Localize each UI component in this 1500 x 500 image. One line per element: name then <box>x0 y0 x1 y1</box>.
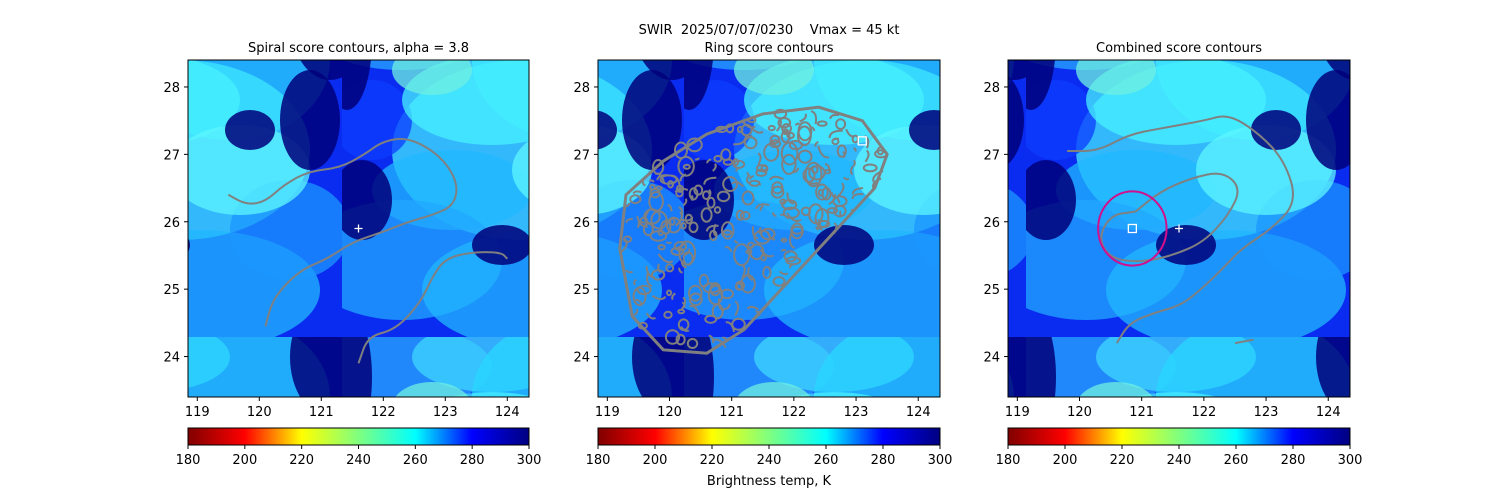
y-tick-label: 25 <box>573 283 590 298</box>
colorbar-tick-label: 260 <box>814 453 839 468</box>
colorbar-tick-label: 280 <box>871 453 896 468</box>
x-tick-label: 124 <box>906 405 931 420</box>
axes-frame <box>187 59 530 398</box>
contour-line-2 <box>357 251 509 364</box>
colorbar <box>1007 427 1351 446</box>
colorbar-tick-label: 240 <box>1167 453 1192 468</box>
y-tick-label: 25 <box>163 283 180 298</box>
x-tick-label: 122 <box>1191 405 1216 420</box>
figure-suptitle: SWIR 2025/07/07/0230 Vmax = 45 kt <box>638 23 900 38</box>
y-tick-label: 26 <box>163 216 180 231</box>
x-tick-label: 124 <box>1316 405 1341 420</box>
x-tick-label: 123 <box>433 405 458 420</box>
panel-1: Spiral score contours, alpha = 3.8 119 120… <box>163 41 541 468</box>
y-tick-label: 28 <box>983 81 1000 96</box>
eye-circle <box>1097 190 1168 267</box>
colorbar-label: Brightness temp, K <box>707 474 832 489</box>
colorbar-tick-label: 240 <box>757 453 782 468</box>
y-tick-label: 24 <box>573 351 590 366</box>
center-plus-marker <box>354 224 363 233</box>
colorbar-tick-label: 280 <box>460 453 485 468</box>
y-tick-label: 27 <box>983 148 1000 163</box>
panel-title: Spiral score contours, alpha = 3.8 <box>248 41 469 56</box>
colorbar-tick-label: 260 <box>1224 453 1249 468</box>
colorbar-tick-label: 300 <box>1338 453 1363 468</box>
center-plus-marker <box>1175 224 1183 233</box>
x-tick-label: 119 <box>1005 405 1030 420</box>
colorbar-tick-label: 220 <box>1110 453 1135 468</box>
colorbar-tick-label: 280 <box>1281 453 1306 468</box>
ring-contour-lines <box>620 108 888 349</box>
colorbar-tick-label: 180 <box>586 453 611 468</box>
colorbar <box>187 427 530 446</box>
x-tick-label: 120 <box>1067 405 1092 420</box>
x-tick-label: 121 <box>1129 405 1154 420</box>
axes-frame <box>1007 59 1351 398</box>
colorbar-tick-label: 240 <box>346 453 371 468</box>
x-tick-label: 120 <box>247 405 272 420</box>
y-tick-label: 28 <box>163 81 180 96</box>
x-tick-label: 119 <box>185 405 210 420</box>
center-square-marker <box>1127 223 1138 234</box>
panel-title: Ring score contours <box>704 41 833 56</box>
colorbar-tick-label: 200 <box>232 453 257 468</box>
y-tick-label: 27 <box>163 148 180 163</box>
x-tick-label: 123 <box>844 405 869 420</box>
x-tick-label: 123 <box>1254 405 1279 420</box>
y-tick-label: 26 <box>983 216 1000 231</box>
y-tick-label: 27 <box>573 148 590 163</box>
panel-title: Combined score contours <box>1096 41 1262 56</box>
panel-3: Combined score contours 119 120 121 122 123 12… <box>983 41 1362 468</box>
colorbar-tick-label: 300 <box>928 453 953 468</box>
y-tick-label: 25 <box>983 283 1000 298</box>
y-tick-label: 26 <box>573 216 590 231</box>
y-tick-label: 24 <box>163 351 180 366</box>
y-tick-label: 24 <box>983 351 1000 366</box>
colorbar-tick-label: 180 <box>176 453 201 468</box>
colorbar-tick-label: 220 <box>700 453 725 468</box>
x-tick-label: 121 <box>309 405 334 420</box>
colorbar-tick-label: 220 <box>289 453 314 468</box>
colorbar-tick-label: 200 <box>643 453 668 468</box>
colorbar-tick-label: 200 <box>1053 453 1078 468</box>
x-tick-label: 121 <box>719 405 744 420</box>
y-tick-label: 28 <box>573 81 590 96</box>
ring-contour-outline <box>618 105 889 355</box>
colorbar <box>597 427 941 446</box>
contour-line-1 <box>227 137 458 327</box>
x-tick-label: 120 <box>657 405 682 420</box>
panel-2: Ring score contours 119 120 121 122 123 124 24 2… <box>573 41 952 468</box>
center-square-marker <box>857 136 867 146</box>
contour-line-1 <box>1067 115 1294 344</box>
x-tick-label: 122 <box>371 405 396 420</box>
contour-line-2 <box>1234 338 1254 345</box>
x-tick-label: 119 <box>595 405 620 420</box>
colorbar-tick-label: 180 <box>996 453 1021 468</box>
colorbar-tick-label: 300 <box>517 453 542 468</box>
x-tick-label: 122 <box>781 405 806 420</box>
x-tick-label: 124 <box>495 405 520 420</box>
axes-frame <box>597 59 941 398</box>
colorbar-tick-label: 260 <box>403 453 428 468</box>
